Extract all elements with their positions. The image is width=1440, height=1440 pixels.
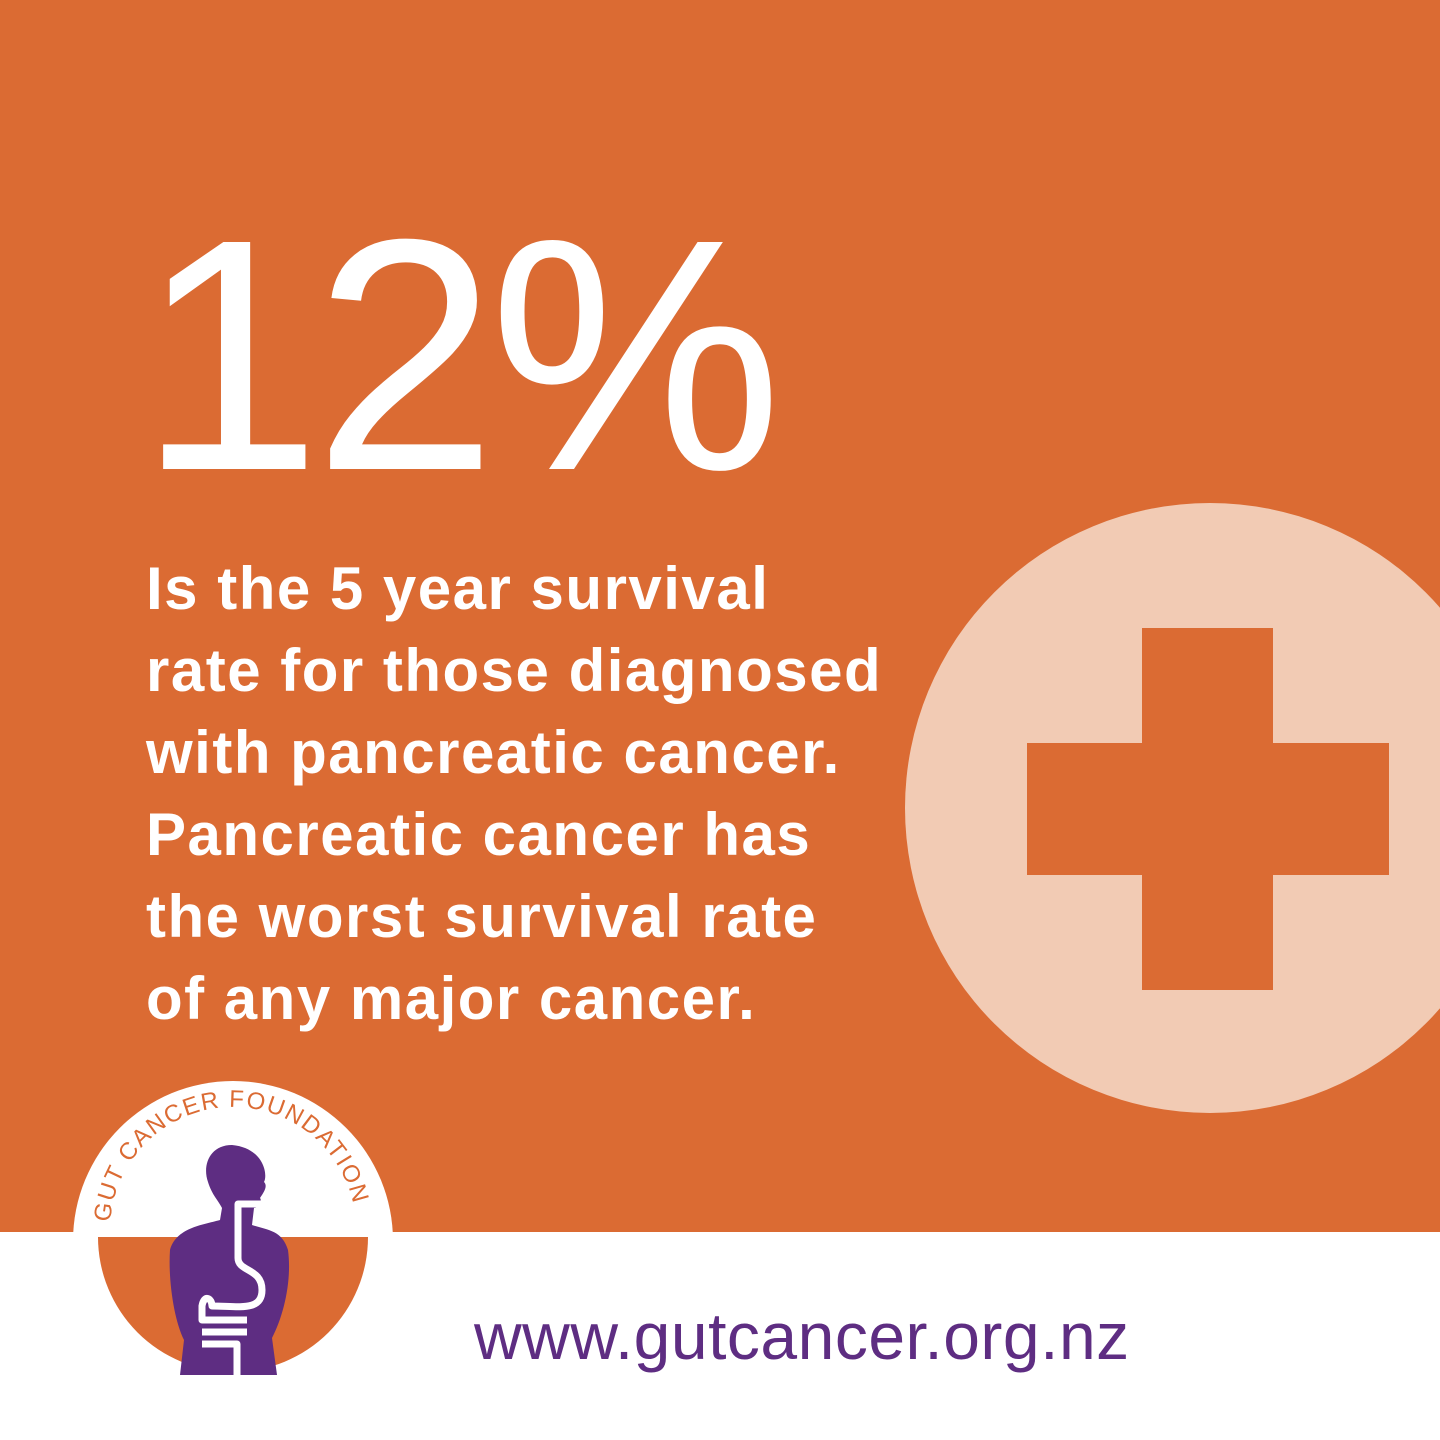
body-line: with pancreatic cancer. — [146, 719, 841, 786]
body-line: of any major cancer. — [146, 965, 757, 1032]
medical-cross-icon-bar — [1027, 743, 1389, 875]
headline-stat: 12% — [138, 170, 782, 539]
body-line: Pancreatic cancer has — [146, 801, 812, 868]
body-text: Is the 5 year survival rate for those di… — [146, 548, 882, 1040]
orange-banner: 12% Is the 5 year survival rate for thos… — [0, 0, 1440, 1232]
gut-cancer-foundation-logo: GUT CANCER FOUNDATION — [73, 1081, 393, 1401]
body-line: rate for those diagnosed — [146, 637, 883, 704]
body-line: Is the 5 year survival — [146, 555, 770, 622]
body-line: the worst survival rate — [146, 883, 818, 950]
person-digestive-icon — [169, 1145, 290, 1380]
website-link[interactable]: www.gutcancer.org.nz — [474, 1299, 1130, 1373]
